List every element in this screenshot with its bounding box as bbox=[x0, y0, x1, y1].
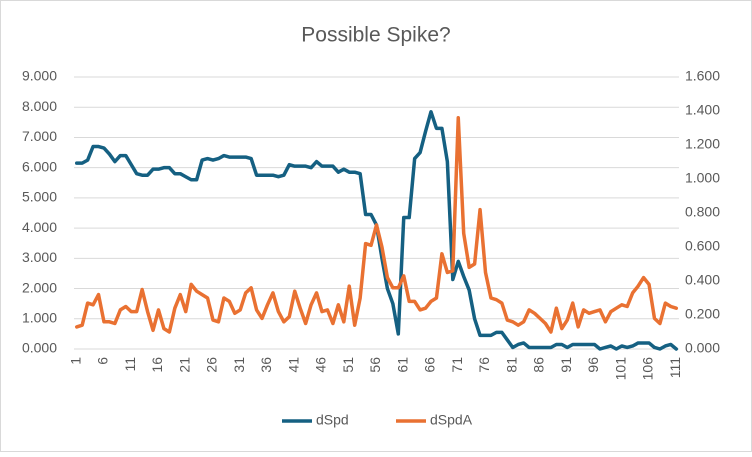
x-tick-label: 101 bbox=[612, 357, 628, 381]
x-tick-label: 61 bbox=[394, 357, 410, 373]
x-tick-label: 106 bbox=[640, 357, 656, 381]
x-tick-label: 41 bbox=[285, 357, 301, 373]
x-tick-label: 1 bbox=[67, 357, 83, 365]
y2-tick-label: 1.600 bbox=[685, 68, 720, 84]
x-tick-label: 46 bbox=[313, 357, 329, 373]
x-tick-label: 16 bbox=[149, 357, 165, 373]
x-tick-label: 56 bbox=[367, 357, 383, 373]
y2-tick-label: 0.800 bbox=[685, 204, 720, 220]
y-tick-label: 4.000 bbox=[22, 219, 57, 235]
y-tick-label: 0.000 bbox=[22, 340, 57, 356]
y-tick-label: 1.000 bbox=[22, 309, 57, 325]
x-tick-label: 11 bbox=[122, 357, 138, 372]
x-tick-label: 36 bbox=[258, 357, 274, 373]
x-tick-label: 71 bbox=[449, 357, 465, 373]
y-tick-label: 2.000 bbox=[22, 279, 57, 295]
y2-tick-label: 0.600 bbox=[685, 238, 720, 254]
x-tick-label: 31 bbox=[231, 357, 247, 373]
y2-tick-label: 1.200 bbox=[685, 136, 720, 152]
x-tick-label: 86 bbox=[531, 357, 547, 373]
y-tick-label: 8.000 bbox=[22, 98, 57, 114]
data-line bbox=[74, 116, 679, 334]
x-tick-label: 26 bbox=[204, 357, 220, 373]
y-tick-label: 6.000 bbox=[22, 158, 57, 174]
x-tick-label: 21 bbox=[176, 357, 192, 373]
legend-label: dSpd bbox=[316, 412, 349, 428]
y-tick-label: 3.000 bbox=[22, 249, 57, 265]
y2-tick-label: 0.400 bbox=[685, 272, 720, 288]
x-tick-label: 66 bbox=[422, 357, 438, 373]
chart-title: Possible Spike? bbox=[301, 24, 450, 47]
x-tick-label: 111 bbox=[667, 357, 683, 378]
y2-tick-label: 0.000 bbox=[685, 340, 720, 356]
y-tick-label: 7.000 bbox=[22, 128, 57, 144]
x-tick-label: 76 bbox=[476, 357, 492, 373]
y2-tick-label: 1.000 bbox=[685, 170, 720, 186]
x-tick-label: 96 bbox=[585, 357, 601, 373]
y2-tick-label: 0.200 bbox=[685, 306, 720, 322]
x-tick-label: 81 bbox=[503, 357, 519, 373]
y-tick-label: 5.000 bbox=[22, 189, 57, 205]
x-tick-label: 91 bbox=[558, 357, 574, 373]
y2-tick-label: 1.400 bbox=[685, 102, 720, 118]
x-tick-label: 51 bbox=[340, 357, 356, 373]
x-tick-label: 6 bbox=[95, 357, 111, 365]
y-tick-label: 9.000 bbox=[22, 68, 57, 84]
legend-label: dSpdA bbox=[430, 412, 473, 428]
